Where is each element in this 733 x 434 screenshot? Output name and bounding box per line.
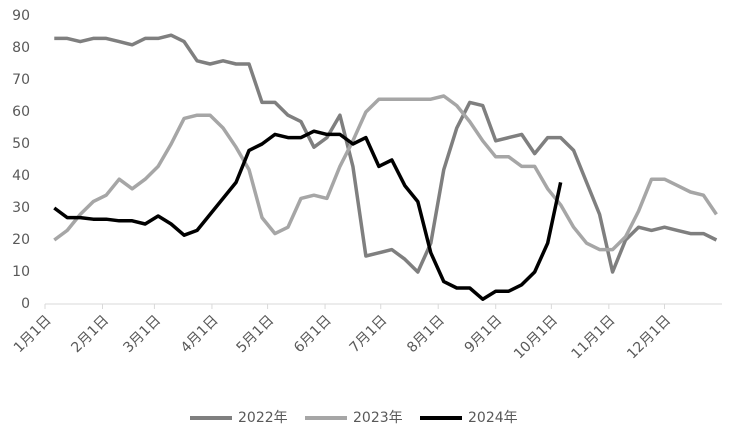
x-tick-label: 10月1日 <box>511 312 561 362</box>
line-series <box>53 94 718 252</box>
y-tick-label: 0 <box>21 296 30 312</box>
y-tick-label: 50 <box>12 136 30 152</box>
line-series <box>53 129 563 301</box>
x-tick-label: 1月1日 <box>11 312 55 356</box>
y-tick-label: 10 <box>12 264 30 280</box>
legend-label: 2022年 <box>238 410 288 426</box>
y-tick-label: 60 <box>12 104 30 120</box>
x-tick-label: 9月1日 <box>462 312 506 356</box>
x-tick-label: 2月1日 <box>68 312 112 356</box>
line-series <box>54 33 718 274</box>
legend-label: 2024年 <box>468 410 518 426</box>
x-tick-label: 4月1日 <box>178 312 222 356</box>
y-tick-label: 90 <box>12 8 30 24</box>
y-tick-label: 20 <box>12 232 30 248</box>
legend-label: 2023年 <box>353 410 403 426</box>
y-tick-label: 70 <box>12 72 30 88</box>
x-tick-label: 6月1日 <box>291 312 335 356</box>
x-tick-label: 7月1日 <box>347 312 391 356</box>
x-tick-label: 11月1日 <box>568 312 618 362</box>
y-tick-label: 40 <box>12 168 30 184</box>
x-tick-label: 12月1日 <box>624 312 674 362</box>
y-tick-label: 30 <box>12 200 30 216</box>
x-tick-label: 8月1日 <box>404 312 448 356</box>
x-tick-label: 5月1日 <box>234 312 278 356</box>
y-tick-label: 80 <box>12 40 30 56</box>
x-tick-label: 3月1日 <box>120 312 164 356</box>
